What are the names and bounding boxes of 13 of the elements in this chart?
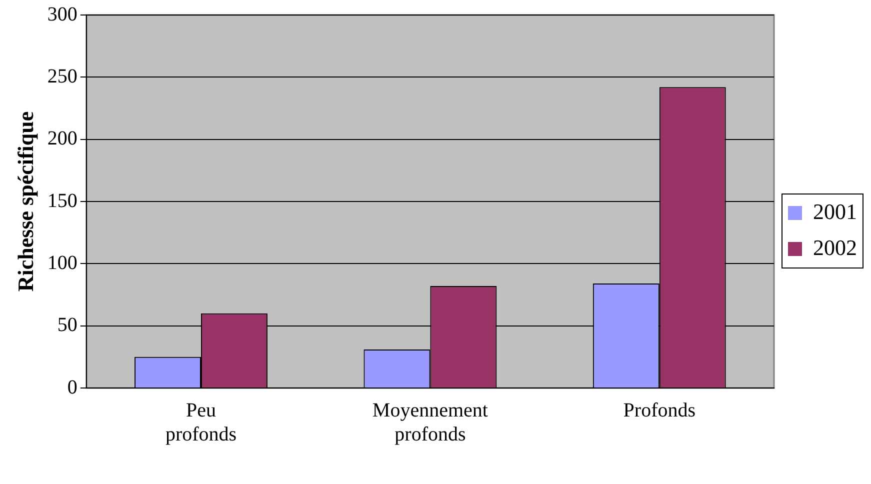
y-tick-label: 300 [47,3,78,26]
y-tick-label: 200 [47,128,78,150]
y-tick-label: 50 [57,314,78,336]
y-tick-label: 0 [67,376,78,398]
legend-label: 2001 [813,198,857,224]
y-tick-label: 100 [47,252,78,274]
y-tick-label: 250 [47,65,78,88]
x-tick-label: Profonds [623,399,696,422]
y-axis-title: Richesse spécifique [12,111,38,292]
legend-label: 2002 [813,234,857,260]
x-tick-label: Peu profonds [165,399,237,446]
y-tick-label: 150 [47,190,78,212]
x-tick-label: Moyennement profonds [372,399,488,446]
